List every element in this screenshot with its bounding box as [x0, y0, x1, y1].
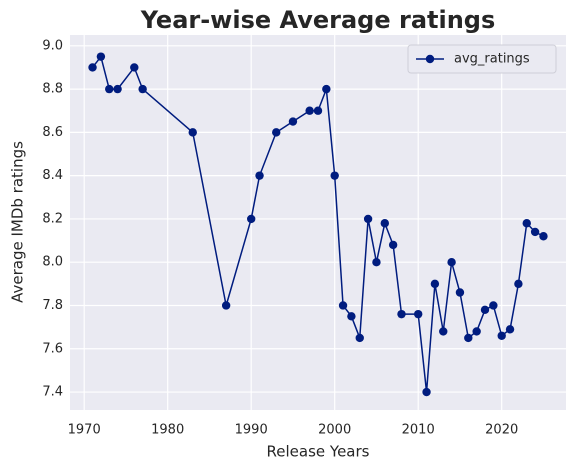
- data-point: [530, 227, 540, 237]
- data-point: [480, 305, 490, 315]
- data-point: [363, 214, 373, 224]
- data-point: [246, 214, 256, 224]
- x-tick-label: 1990: [235, 423, 268, 438]
- data-point: [439, 327, 448, 336]
- data-point: [347, 312, 356, 321]
- data-point: [255, 171, 264, 180]
- data-point: [472, 327, 481, 336]
- data-point: [96, 52, 106, 61]
- legend-label: avg_ratings: [454, 52, 530, 67]
- data-point: [380, 219, 390, 228]
- data-point: [355, 333, 364, 343]
- y-tick-label: 7.6: [42, 341, 63, 356]
- data-point: [455, 288, 465, 297]
- x-tick-label: 1970: [68, 423, 101, 438]
- data-point: [330, 171, 339, 180]
- data-point: [464, 333, 473, 343]
- y-tick-label: 7.4: [42, 385, 63, 400]
- data-point: [105, 84, 114, 94]
- data-point: [338, 301, 348, 310]
- y-tick-label: 8.4: [42, 168, 63, 183]
- x-tick-label: 2010: [402, 423, 435, 438]
- data-point: [397, 309, 406, 319]
- x-axis-label: Release Years: [267, 443, 370, 461]
- data-point: [539, 232, 548, 241]
- data-point: [221, 301, 231, 310]
- data-point: [113, 84, 122, 94]
- data-point: [489, 301, 498, 310]
- data-point: [372, 258, 381, 267]
- data-point: [322, 84, 331, 94]
- data-point: [505, 325, 515, 334]
- data-point: [422, 387, 431, 397]
- y-tick-label: 7.8: [42, 298, 63, 313]
- data-point: [388, 240, 398, 250]
- data-point: [138, 84, 147, 94]
- data-point: [88, 63, 97, 72]
- data-point: [522, 219, 531, 228]
- y-tick-label: 8.8: [42, 82, 63, 97]
- data-point: [188, 128, 197, 137]
- data-point: [288, 117, 298, 126]
- data-point: [414, 309, 423, 319]
- y-tick-label: 9.0: [42, 38, 63, 53]
- legend-marker: [425, 54, 435, 64]
- chart-title: Year-wise Average ratings: [140, 6, 496, 34]
- data-point: [430, 279, 440, 289]
- data-point: [497, 331, 506, 340]
- x-tick-label: 2000: [318, 423, 351, 438]
- y-tick-label: 8.0: [42, 255, 63, 270]
- data-point: [514, 279, 523, 289]
- y-tick-label: 8.6: [42, 125, 63, 140]
- data-point: [313, 106, 323, 115]
- data-point: [447, 258, 456, 267]
- legend-box: [407, 44, 557, 74]
- data-point: [305, 106, 314, 115]
- data-point: [272, 128, 281, 137]
- y-axis-label: Average IMDb ratings: [9, 141, 27, 303]
- y-tick-label: 8.2: [42, 211, 63, 226]
- x-tick-label: 2020: [485, 423, 518, 438]
- data-point: [130, 63, 139, 72]
- x-tick-label: 1980: [151, 423, 184, 438]
- data-line: [91, 54, 544, 393]
